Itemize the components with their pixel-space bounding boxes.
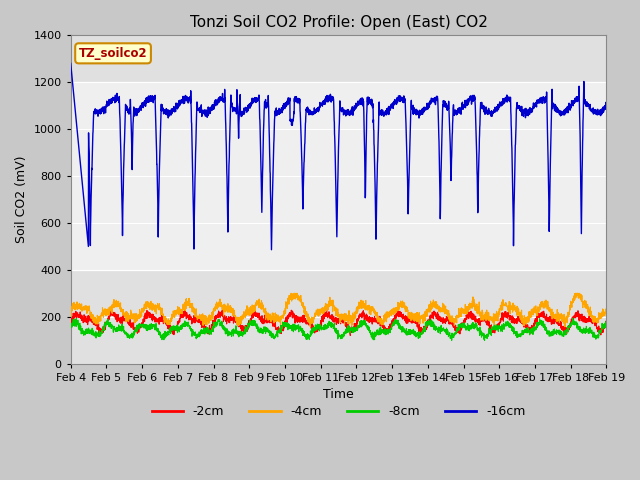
Text: TZ_soilco2: TZ_soilco2 (79, 47, 147, 60)
Bar (70, 82, 606, 270)
Y-axis label: Soil CO2 (mV): Soil CO2 (mV) (15, 156, 28, 243)
Title: Tonzi Soil CO2 Profile: Open (East) CO2: Tonzi Soil CO2 Profile: Open (East) CO2 (189, 15, 488, 30)
Legend: -2cm, -4cm, -8cm, -16cm: -2cm, -4cm, -8cm, -16cm (147, 400, 531, 423)
X-axis label: Time: Time (323, 388, 354, 401)
